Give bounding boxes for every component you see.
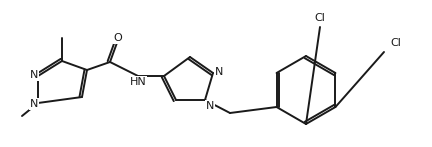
Text: N: N [215, 67, 223, 77]
Text: O: O [114, 33, 122, 43]
Text: Cl: Cl [390, 38, 401, 48]
Text: HN: HN [130, 77, 146, 87]
Text: N: N [206, 101, 214, 111]
Text: N: N [30, 70, 38, 80]
Text: N: N [30, 99, 38, 109]
Text: Cl: Cl [314, 13, 325, 23]
